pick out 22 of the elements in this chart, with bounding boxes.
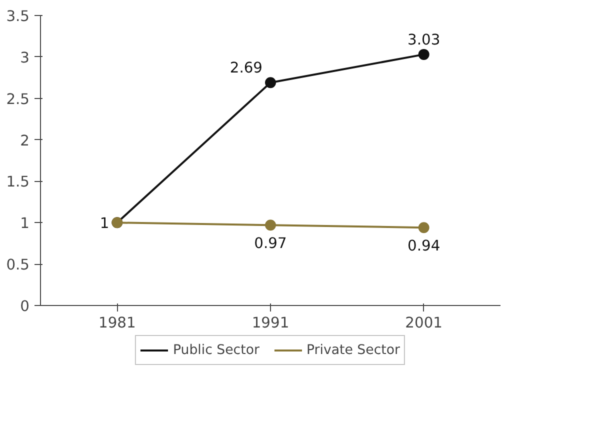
legend-label: Private Sector bbox=[306, 342, 400, 358]
y-tick-label: 1.5 bbox=[6, 174, 30, 191]
x-tick-label: 2001 bbox=[405, 314, 442, 332]
data-label: 1 bbox=[100, 215, 110, 232]
data-label: 2.69 bbox=[230, 60, 263, 77]
point bbox=[265, 220, 276, 231]
y-tick-label: 3 bbox=[20, 49, 30, 66]
data-label: 0.94 bbox=[408, 238, 440, 255]
point bbox=[418, 222, 430, 234]
x-tick-label: 1991 bbox=[252, 314, 290, 332]
point bbox=[265, 77, 276, 88]
data-label: 0.97 bbox=[254, 235, 287, 252]
y-tick-label: 0 bbox=[20, 298, 30, 315]
point bbox=[418, 48, 430, 60]
data-label: 3.03 bbox=[408, 31, 440, 48]
y-tick-label: 1 bbox=[20, 215, 30, 232]
y-tick-label: 0.5 bbox=[6, 256, 30, 274]
y-tick-label: 2 bbox=[20, 132, 30, 150]
y-tick-label: 2.5 bbox=[6, 90, 30, 108]
y-tick-label: 3.5 bbox=[6, 8, 30, 25]
x-tick-label: 1981 bbox=[98, 314, 136, 332]
legend-label: Public Sector bbox=[172, 342, 260, 358]
